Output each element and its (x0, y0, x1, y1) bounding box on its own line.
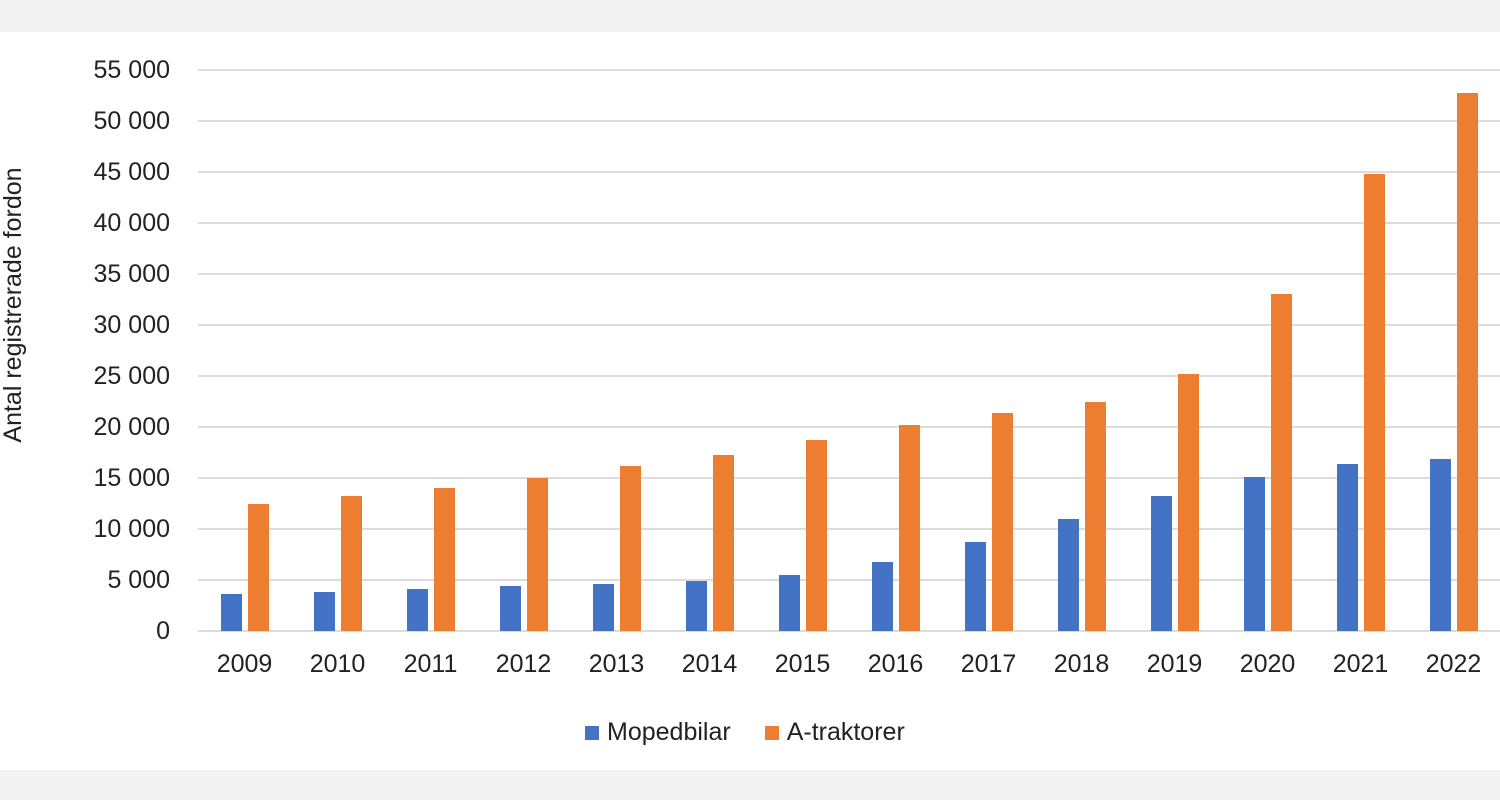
y-tick-label: 35 000 (93, 260, 170, 288)
gridline (198, 171, 1500, 173)
bar-mopedbilar-2014 (685, 581, 707, 631)
gridline (198, 426, 1500, 428)
y-tick-label: 15 000 (93, 464, 170, 492)
y-tick-label: 55 000 (93, 56, 170, 84)
x-tick-label: 2017 (960, 650, 1017, 678)
bar-a-traktorer-2016 (898, 424, 920, 631)
y-tick-label: 45 000 (93, 158, 170, 186)
bar-a-traktorer-2010 (340, 496, 362, 631)
gridline (198, 630, 1500, 632)
bar-mopedbilar-2011 (406, 589, 428, 631)
bar-mopedbilar-2018 (1057, 518, 1079, 631)
legend-label: Mopedbilar (607, 718, 731, 746)
bar-mopedbilar-2015 (778, 574, 800, 631)
x-tick-label: 2018 (1053, 650, 1110, 678)
bar-mopedbilar-2021 (1336, 463, 1358, 631)
gridline (198, 324, 1500, 326)
gridline (198, 375, 1500, 377)
bar-mopedbilar-2017 (964, 542, 986, 631)
chart-card: Antal registrerade fordon 0 5 000 10 000 15… (0, 32, 1500, 770)
bar-mopedbilar-2020 (1243, 476, 1265, 631)
bar-a-traktorer-2019 (1177, 373, 1199, 631)
legend-swatch-mopedbilar (585, 725, 599, 740)
y-tick-label: 25 000 (93, 362, 170, 390)
x-tick-label: 2022 (1425, 650, 1482, 678)
y-tick-label: 50 000 (93, 107, 170, 135)
x-tick-label: 2019 (1146, 650, 1203, 678)
y-tick-label: 0 (156, 617, 170, 645)
y-tick-label: 10 000 (93, 515, 170, 543)
bar-mopedbilar-2022 (1429, 458, 1451, 631)
x-tick-label: 2014 (681, 650, 738, 678)
gridline (198, 222, 1500, 224)
bar-mopedbilar-2016 (871, 561, 893, 631)
bar-a-traktorer-2011 (433, 488, 455, 631)
gridline (198, 69, 1500, 71)
y-tick-label: 5 000 (107, 566, 170, 594)
legend-item-mopedbilar: Mopedbilar (585, 718, 731, 747)
bar-mopedbilar-2010 (313, 592, 335, 631)
legend-label: A-traktorer (786, 718, 905, 746)
legend: Mopedbilar A-traktorer (585, 718, 939, 747)
y-tick-label: 30 000 (93, 311, 170, 339)
bar-mopedbilar-2019 (1150, 496, 1172, 631)
y-axis-label: Antal registrerade fordon (0, 167, 27, 443)
bar-mopedbilar-2012 (499, 586, 521, 631)
bar-a-traktorer-2012 (526, 478, 548, 631)
bar-a-traktorer-2017 (991, 412, 1013, 631)
bar-a-traktorer-2018 (1084, 401, 1106, 631)
y-tick-label: 40 000 (93, 209, 170, 237)
x-tick-label: 2009 (216, 650, 273, 678)
bar-a-traktorer-2022 (1456, 93, 1478, 631)
gridline (198, 579, 1500, 581)
bar-a-traktorer-2014 (712, 454, 734, 631)
gridline (198, 528, 1500, 530)
y-tick-label: 20 000 (93, 413, 170, 441)
x-tick-label: 2011 (403, 650, 458, 678)
x-tick-label: 2020 (1239, 650, 1296, 678)
x-tick-label: 2010 (309, 650, 366, 678)
bar-a-traktorer-2013 (619, 465, 641, 631)
bar-a-traktorer-2020 (1270, 294, 1292, 631)
x-tick-label: 2015 (774, 650, 831, 678)
legend-item-a-traktorer: A-traktorer (764, 718, 905, 747)
bar-mopedbilar-2013 (592, 584, 614, 631)
x-tick-label: 2013 (588, 650, 645, 678)
gridline (198, 120, 1500, 122)
bar-a-traktorer-2009 (247, 503, 269, 631)
bar-a-traktorer-2021 (1363, 174, 1385, 631)
x-tick-label: 2016 (867, 650, 924, 678)
x-tick-label: 2021 (1332, 650, 1389, 678)
bar-a-traktorer-2015 (805, 440, 827, 631)
gridline (198, 273, 1500, 275)
x-tick-label: 2012 (495, 650, 552, 678)
bar-mopedbilar-2009 (220, 594, 242, 631)
gridline (198, 477, 1500, 479)
legend-swatch-a-traktorer (764, 725, 779, 740)
